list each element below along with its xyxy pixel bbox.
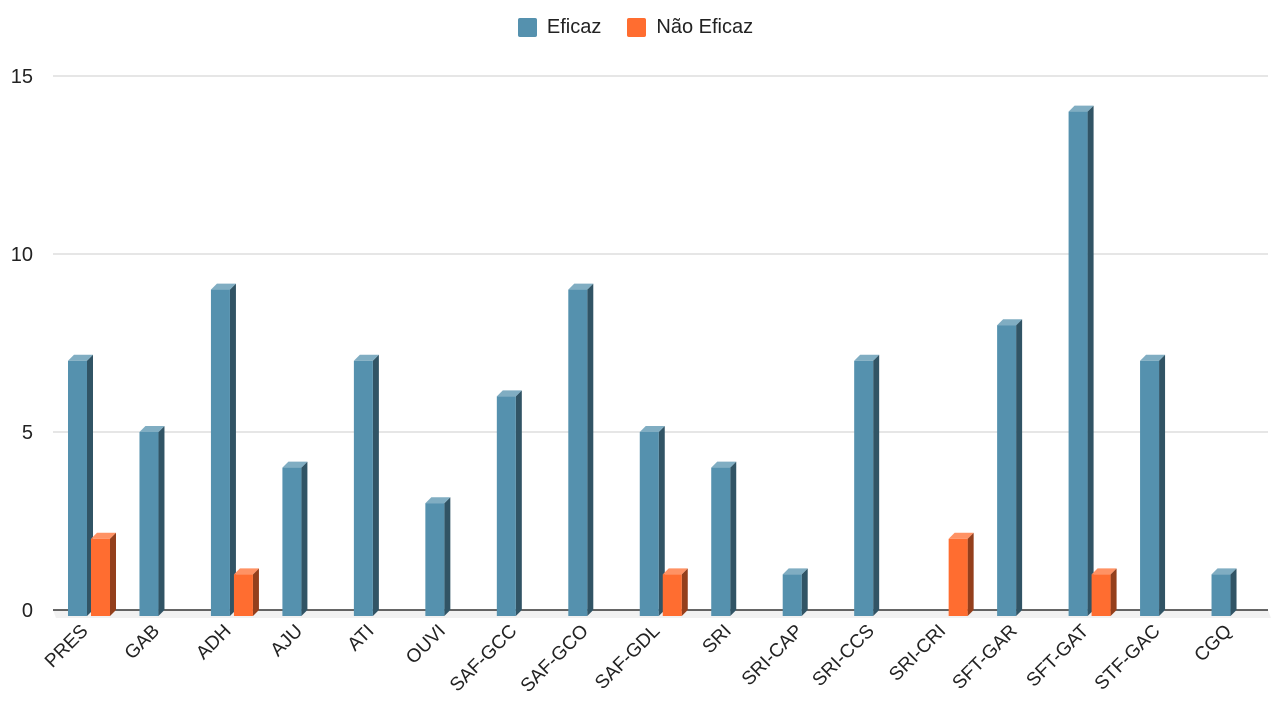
- bar-eficaz-ati: [353, 360, 373, 616]
- bar-nao-eficaz-saf-gdl: [662, 574, 682, 616]
- bar-nao-eficaz-sri-cri-side: [967, 532, 974, 616]
- bar-eficaz-sft-gat: [1068, 111, 1088, 616]
- legend-label-nao-eficaz: Não Eficaz: [656, 16, 754, 38]
- x-tick-label-saf-gdl: SAF-GDL: [591, 621, 664, 694]
- x-tick-label-sri: SRI: [699, 621, 736, 658]
- bar-eficaz-pres-top: [68, 354, 93, 361]
- bar-eficaz-stf-gac-side: [1159, 354, 1166, 616]
- legend-swatch-nao-eficaz: [627, 18, 647, 37]
- bar-eficaz-aju-side: [301, 461, 308, 616]
- bar-eficaz-saf-gco-side: [587, 283, 594, 616]
- bar-eficaz-sft-gar-side: [1016, 319, 1023, 616]
- bar-eficaz-sri-cap-top: [782, 568, 808, 575]
- bar-eficaz-aju: [282, 467, 302, 616]
- bar-eficaz-sri-side: [730, 461, 737, 616]
- bar-eficaz-aju-top: [282, 461, 308, 468]
- bar-eficaz-sft-gat-side: [1087, 105, 1094, 616]
- bar-eficaz-cgq-top: [1211, 568, 1237, 575]
- y-tick-label-5: 5: [22, 422, 33, 444]
- bar-eficaz-ati-top: [353, 354, 379, 361]
- bar-eficaz-pres: [68, 360, 87, 616]
- x-tick-label-stf-gac: STF-GAC: [1091, 621, 1165, 695]
- bar-nao-eficaz-adh: [233, 574, 253, 616]
- legend-label-eficaz: Eficaz: [546, 16, 602, 38]
- y-tick-label-10: 10: [11, 244, 33, 266]
- x-tick-label-pres: PRES: [41, 621, 92, 672]
- bar-nao-eficaz-sft-gat-top: [1091, 568, 1117, 575]
- bar-nao-eficaz-adh-top: [233, 568, 259, 575]
- bar-eficaz-adh: [210, 289, 230, 616]
- bar-nao-eficaz-pres-top: [91, 532, 116, 539]
- bar-eficaz-ouvi-side: [444, 497, 451, 616]
- x-tick-label-aju: AJU: [267, 621, 307, 661]
- bar-eficaz-ouvi-top: [425, 497, 451, 504]
- x-tick-label-gab: GAB: [121, 621, 164, 664]
- bar-nao-eficaz-sri-cri: [948, 538, 968, 616]
- bar-eficaz-gab-side: [158, 426, 165, 616]
- bar-nao-eficaz-pres-side: [110, 532, 116, 616]
- bar-eficaz-sri-cap-side: [801, 568, 808, 616]
- bar-nao-eficaz-sft-gat: [1091, 574, 1111, 616]
- x-tick-label-sri-ccs: SRI-CCS: [809, 621, 879, 691]
- bar-eficaz-ati-side: [372, 354, 379, 616]
- bar-nao-eficaz-adh-side: [252, 568, 259, 616]
- bar-eficaz-saf-gcc: [496, 396, 516, 616]
- bar-eficaz-saf-gdl-top: [639, 426, 665, 432]
- bar-eficaz-cgq: [1211, 574, 1231, 616]
- x-tick-label-saf-gcc: SAF-GCC: [446, 621, 521, 696]
- bar-nao-eficaz-sft-gat-side: [1110, 568, 1117, 616]
- bar-eficaz-saf-gco-top: [568, 283, 594, 290]
- x-tick-label-ouvi: OUVI: [402, 621, 450, 669]
- legend-item-eficaz[interactable]: Eficaz: [517, 16, 602, 39]
- bar-eficaz-gab: [139, 432, 159, 616]
- bar-eficaz-cgq-side: [1230, 568, 1237, 616]
- bar-eficaz-stf-gac-top: [1140, 354, 1166, 361]
- bar-eficaz-sri-cap: [782, 574, 802, 616]
- x-tick-label-sri-cri: SRI-CRI: [885, 621, 950, 686]
- bar-eficaz-sft-gar-top: [997, 319, 1023, 326]
- y-tick-label-0: 0: [22, 600, 33, 622]
- bar-eficaz-adh-side: [229, 283, 236, 616]
- bar-eficaz-saf-gcc-top: [496, 390, 522, 397]
- bar-nao-eficaz-saf-gdl-side: [681, 568, 688, 616]
- bar-eficaz-ouvi: [425, 503, 445, 616]
- bar-nao-eficaz-pres: [91, 538, 110, 616]
- legend-item-nao-eficaz[interactable]: Não Eficaz: [627, 16, 753, 39]
- legend: Eficaz Não Eficaz: [0, 16, 1271, 39]
- bar-eficaz-saf-gcc-side: [515, 390, 522, 616]
- y-tick-label-15: 15: [11, 66, 33, 88]
- x-tick-label-ati: ATI: [344, 621, 379, 656]
- legend-swatch-eficaz: [517, 18, 537, 37]
- x-tick-label-adh: ADH: [192, 621, 235, 664]
- bar-eficaz-sri-ccs: [854, 360, 874, 616]
- bar-eficaz-saf-gco: [568, 289, 588, 616]
- bar-eficaz-sri-ccs-side: [873, 354, 880, 616]
- bar-eficaz-sft-gar: [997, 325, 1017, 616]
- bar-nao-eficaz-saf-gdl-top: [662, 568, 688, 575]
- bar-eficaz-adh-top: [210, 283, 236, 290]
- x-tick-label-saf-gco: SAF-GCO: [517, 621, 593, 697]
- bar-eficaz-stf-gac: [1140, 360, 1160, 616]
- bar-eficaz-saf-gdl: [639, 432, 659, 616]
- x-tick-label-sri-cap: SRI-CAP: [738, 621, 807, 690]
- x-tick-label-cgq: CGQ: [1191, 621, 1236, 666]
- x-tick-label-sft-gat: SFT-GAT: [1023, 620, 1094, 691]
- bar-eficaz-sft-gat-top: [1068, 105, 1094, 112]
- bar-eficaz-saf-gdl-side: [658, 426, 665, 616]
- bar-eficaz-gab-top: [139, 426, 165, 432]
- bar-eficaz-sri-top: [711, 461, 737, 468]
- x-tick-label-sft-gar: SFT-GAR: [949, 621, 1022, 694]
- bar-eficaz-sri-ccs-top: [854, 354, 880, 361]
- bar-nao-eficaz-sri-cri-top: [948, 532, 974, 539]
- bar-eficaz-sri: [711, 467, 731, 616]
